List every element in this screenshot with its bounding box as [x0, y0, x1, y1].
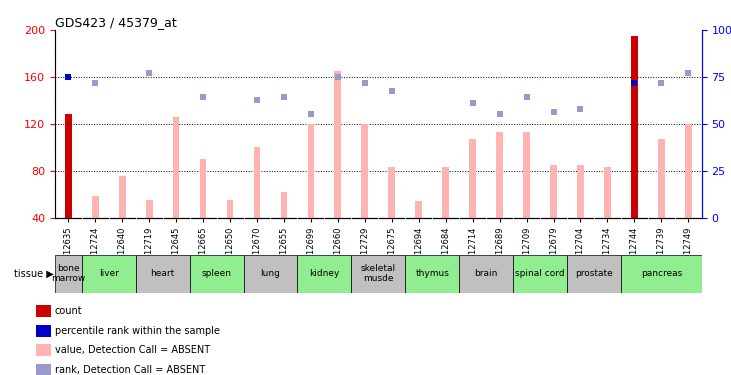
Bar	[298, 255, 352, 292]
Text: thymus: thymus	[415, 269, 449, 278]
Bar	[243, 255, 298, 292]
Bar	[523, 132, 530, 218]
Text: value, Detection Call = ABSENT: value, Detection Call = ABSENT	[55, 345, 210, 355]
Bar	[82, 255, 136, 292]
Bar	[335, 71, 341, 217]
Text: lung: lung	[260, 269, 281, 278]
Bar	[469, 139, 476, 218]
Text: kidney: kidney	[309, 269, 340, 278]
Bar	[352, 255, 405, 292]
Bar	[200, 159, 206, 218]
Bar	[604, 167, 611, 217]
Bar	[173, 117, 180, 218]
Text: brain: brain	[474, 269, 498, 278]
Bar	[621, 255, 702, 292]
Bar	[281, 192, 287, 217]
Bar	[308, 124, 314, 218]
Text: spinal cord: spinal cord	[515, 269, 565, 278]
Bar	[92, 196, 99, 217]
Bar	[55, 255, 82, 292]
Bar	[65, 114, 72, 218]
Bar	[36, 325, 50, 337]
Bar	[361, 124, 368, 218]
Bar	[631, 36, 637, 218]
Bar	[567, 255, 621, 292]
Text: prostate: prostate	[575, 269, 613, 278]
Text: rank, Detection Call = ABSENT: rank, Detection Call = ABSENT	[55, 365, 205, 375]
Text: percentile rank within the sample: percentile rank within the sample	[55, 326, 220, 336]
Text: tissue ▶: tissue ▶	[15, 269, 54, 279]
Bar	[119, 177, 126, 218]
Text: bone
marrow: bone marrow	[51, 264, 86, 284]
Text: GDS423 / 45379_at: GDS423 / 45379_at	[55, 16, 177, 29]
Bar	[577, 165, 584, 218]
Bar	[405, 255, 459, 292]
Text: spleen: spleen	[202, 269, 232, 278]
Bar	[36, 344, 50, 356]
Bar	[415, 201, 422, 217]
Text: pancreas: pancreas	[640, 269, 682, 278]
Bar	[513, 255, 567, 292]
Text: skeletal
musde: skeletal musde	[360, 264, 396, 284]
Bar	[254, 147, 260, 218]
Text: heart: heart	[151, 269, 175, 278]
Bar	[36, 364, 50, 375]
Bar	[388, 167, 395, 217]
Bar	[658, 139, 664, 218]
Bar	[442, 167, 449, 217]
Bar	[550, 165, 557, 218]
Bar	[189, 255, 243, 292]
Bar	[496, 132, 503, 218]
Bar	[459, 255, 513, 292]
Bar	[685, 124, 692, 218]
Bar	[227, 200, 233, 217]
Bar	[145, 200, 153, 217]
Text: count: count	[55, 306, 83, 316]
Text: liver: liver	[99, 269, 118, 278]
Bar	[136, 255, 189, 292]
Bar	[36, 305, 50, 317]
